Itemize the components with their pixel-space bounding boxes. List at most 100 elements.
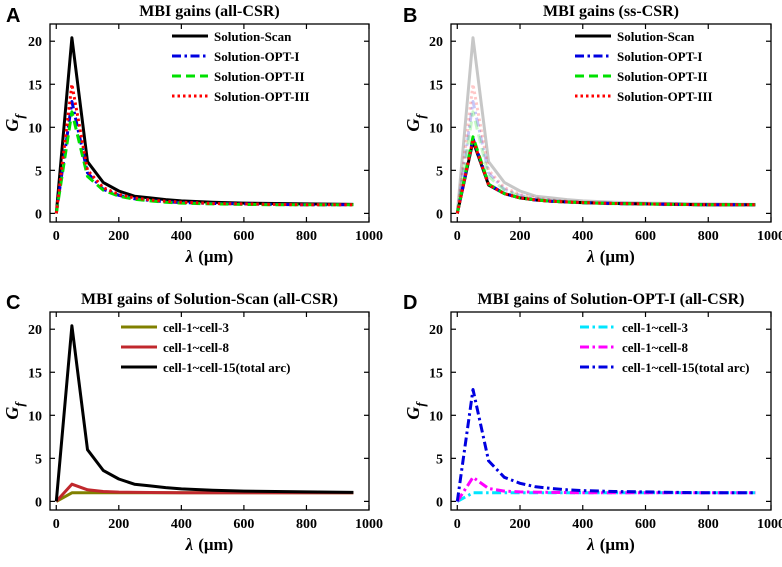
panel-d-legend-label: cell-1~cell-8 [622, 340, 688, 355]
panel-c-ytick-label: 0 [35, 495, 42, 510]
panel-b-plot-area [455, 36, 756, 214]
panel-a-letter: A [6, 5, 20, 27]
panel-d-ytick-label: 0 [436, 495, 443, 510]
panel-c-letter: C [6, 292, 20, 314]
panel-a-legend-label: Solution-OPT-I [214, 49, 300, 64]
panel-a-plot-area [54, 36, 354, 214]
panel-c-xlabel-unit: (μm) [198, 535, 233, 554]
panel-d-axes-frame [450, 311, 772, 511]
panel-d-xtick-label: 0 [454, 517, 461, 532]
panel-b-xlabel-unit: (μm) [600, 247, 635, 266]
panel-b-xtick-label: 1000 [757, 229, 782, 244]
panel-c-ylabel-sub: f [12, 401, 27, 407]
panel-b-ytick-label: 10 [429, 121, 443, 136]
panel-b-legend-label: Solution-OPT-I [617, 49, 703, 64]
panel-b-legend: Solution-Scan Solution-OPT-I Solution-OPT-… [575, 29, 713, 104]
panel-d-xtick-label: 1000 [757, 517, 782, 532]
panel-a-xtick-label: 800 [296, 229, 317, 244]
panel-b-series-line [455, 137, 756, 214]
panel-a-title: MBI gains (all-CSR) [139, 3, 279, 20]
panel-a-legend-label: Solution-OPT-II [214, 69, 305, 84]
panel-d-ylabel-main: G [403, 407, 423, 420]
panel-a-legend: Solution-Scan Solution-OPT-I Solution-OPT-… [172, 29, 310, 104]
panel-a: A MBI gains (all-CSR) 0 200 400 600 800 1000 0 5 1… [2, 3, 383, 266]
panel-c-plot-area [54, 324, 354, 503]
panel-b-legend-label: Solution-OPT-III [617, 89, 713, 104]
panel-a-legend-label: Solution-OPT-III [214, 89, 310, 104]
panel-b-ylabel-main: G [403, 119, 423, 132]
panel-c-xtick-label: 800 [296, 517, 317, 532]
panel-b-axes-frame [450, 23, 772, 223]
panel-b-xtick-label: 600 [635, 229, 656, 244]
panel-a-series-line [54, 82, 354, 214]
panel-a-ylabel-sub: f [12, 113, 27, 119]
panel-b-series-line [455, 137, 756, 214]
panel-a-xtick-label: 400 [171, 229, 192, 244]
panel-c-series-line [54, 324, 354, 502]
panel-d-xtick-label: 800 [698, 517, 719, 532]
panel-c-xtick-label: 0 [53, 517, 60, 532]
panel-b-xlabel-symbol: λ [586, 247, 595, 266]
panel-d-xtick-label: 600 [635, 517, 656, 532]
panel-c: C MBI gains of Solution-Scan (all-CSR) 0 20… [2, 291, 383, 554]
panel-d-letter: D [403, 292, 417, 314]
panel-b-letter: B [403, 5, 417, 27]
panel-b-ytick-label: 20 [429, 35, 443, 50]
panel-d-series-line [456, 475, 756, 503]
panel-c-xlabel: λ (μm) [185, 535, 234, 554]
panel-b-ylabel-sub: f [413, 113, 428, 119]
panel-c-ytick-label: 20 [28, 323, 42, 338]
panel-a-axes-frame [49, 23, 370, 223]
panel-c-xtick-label: 200 [108, 517, 129, 532]
panel-a-xlabel-unit: (μm) [198, 247, 233, 266]
panel-a-ytick-label: 20 [28, 35, 42, 50]
panel-a-xtick-label: 1000 [355, 229, 383, 244]
panel-b-background-series-line [455, 110, 756, 214]
panel-b-xlabel: λ (μm) [586, 247, 635, 266]
panel-a-xtick-label: 200 [108, 229, 129, 244]
panel-b-ytick-label: 0 [436, 207, 443, 222]
panel-d-xtick-label: 200 [510, 517, 531, 532]
panel-a-series-line [54, 110, 354, 214]
panel-c-ylabel: Gf [2, 401, 27, 420]
panel-d-xlabel-unit: (μm) [600, 535, 635, 554]
panel-a-xtick-label: 0 [53, 229, 60, 244]
panel-a-ylabel-main: G [2, 119, 22, 132]
panel-b-title: MBI gains (ss-CSR) [543, 3, 679, 20]
panel-d-legend-label: cell-1~cell-3 [622, 320, 688, 335]
panel-d-xlabel-symbol: λ [586, 535, 595, 554]
panel-b-ytick-label: 15 [429, 78, 443, 93]
panel-b: B MBI gains (ss-CSR) 0 200 400 600 800 1000 0 5 10… [403, 3, 782, 266]
panel-d-ytick-label: 15 [429, 366, 443, 381]
panel-a-xlabel: λ (μm) [185, 247, 234, 266]
panel-b-legend-label: Solution-Scan [617, 29, 695, 44]
panel-c-axes-frame [49, 311, 370, 511]
panel-c-legend-label: cell-1~cell-8 [163, 340, 229, 355]
panel-d-plot-area [455, 388, 756, 503]
panel-d-xlabel: λ (μm) [586, 535, 635, 554]
panel-c-legend-label: cell-1~cell-15(total arc) [163, 360, 290, 375]
panel-b-background-series-line [455, 100, 756, 214]
panel-d-ytick-label: 20 [429, 323, 443, 338]
panel-c-ytick-label: 15 [28, 366, 42, 381]
panel-a-ytick-label: 15 [28, 78, 42, 93]
panel-a-legend-label: Solution-Scan [214, 29, 292, 44]
panel-b-legend-label: Solution-OPT-II [617, 69, 708, 84]
panel-b-xtick-label: 0 [454, 229, 461, 244]
panel-d-legend: cell-1~cell-3 cell-1~cell-8 cell-1~cell-15… [580, 320, 749, 375]
panel-c-xtick-label: 600 [233, 517, 254, 532]
panel-a-ylabel: Gf [2, 113, 27, 132]
panel-c-legend: cell-1~cell-3 cell-1~cell-8 cell-1~cell-15… [121, 320, 290, 375]
panel-d: D MBI gains of Solution-OPT-I (all-CSR) 0 2… [403, 291, 782, 554]
panel-d-legend-label: cell-1~cell-15(total arc) [622, 360, 749, 375]
panel-a-ytick-label: 0 [35, 207, 42, 222]
panel-a-series-line [54, 100, 354, 214]
panel-a-xtick-label: 600 [233, 229, 254, 244]
panel-d-ylabel: Gf [403, 401, 428, 420]
panel-c-ytick-label: 10 [28, 409, 42, 424]
panel-c-legend-label: cell-1~cell-3 [163, 320, 229, 335]
panel-d-title: MBI gains of Solution-OPT-I (all-CSR) [478, 291, 745, 308]
panel-c-ylabel-main: G [2, 407, 22, 420]
panel-d-series-line [455, 388, 756, 502]
panel-c-xtick-label: 1000 [355, 517, 383, 532]
